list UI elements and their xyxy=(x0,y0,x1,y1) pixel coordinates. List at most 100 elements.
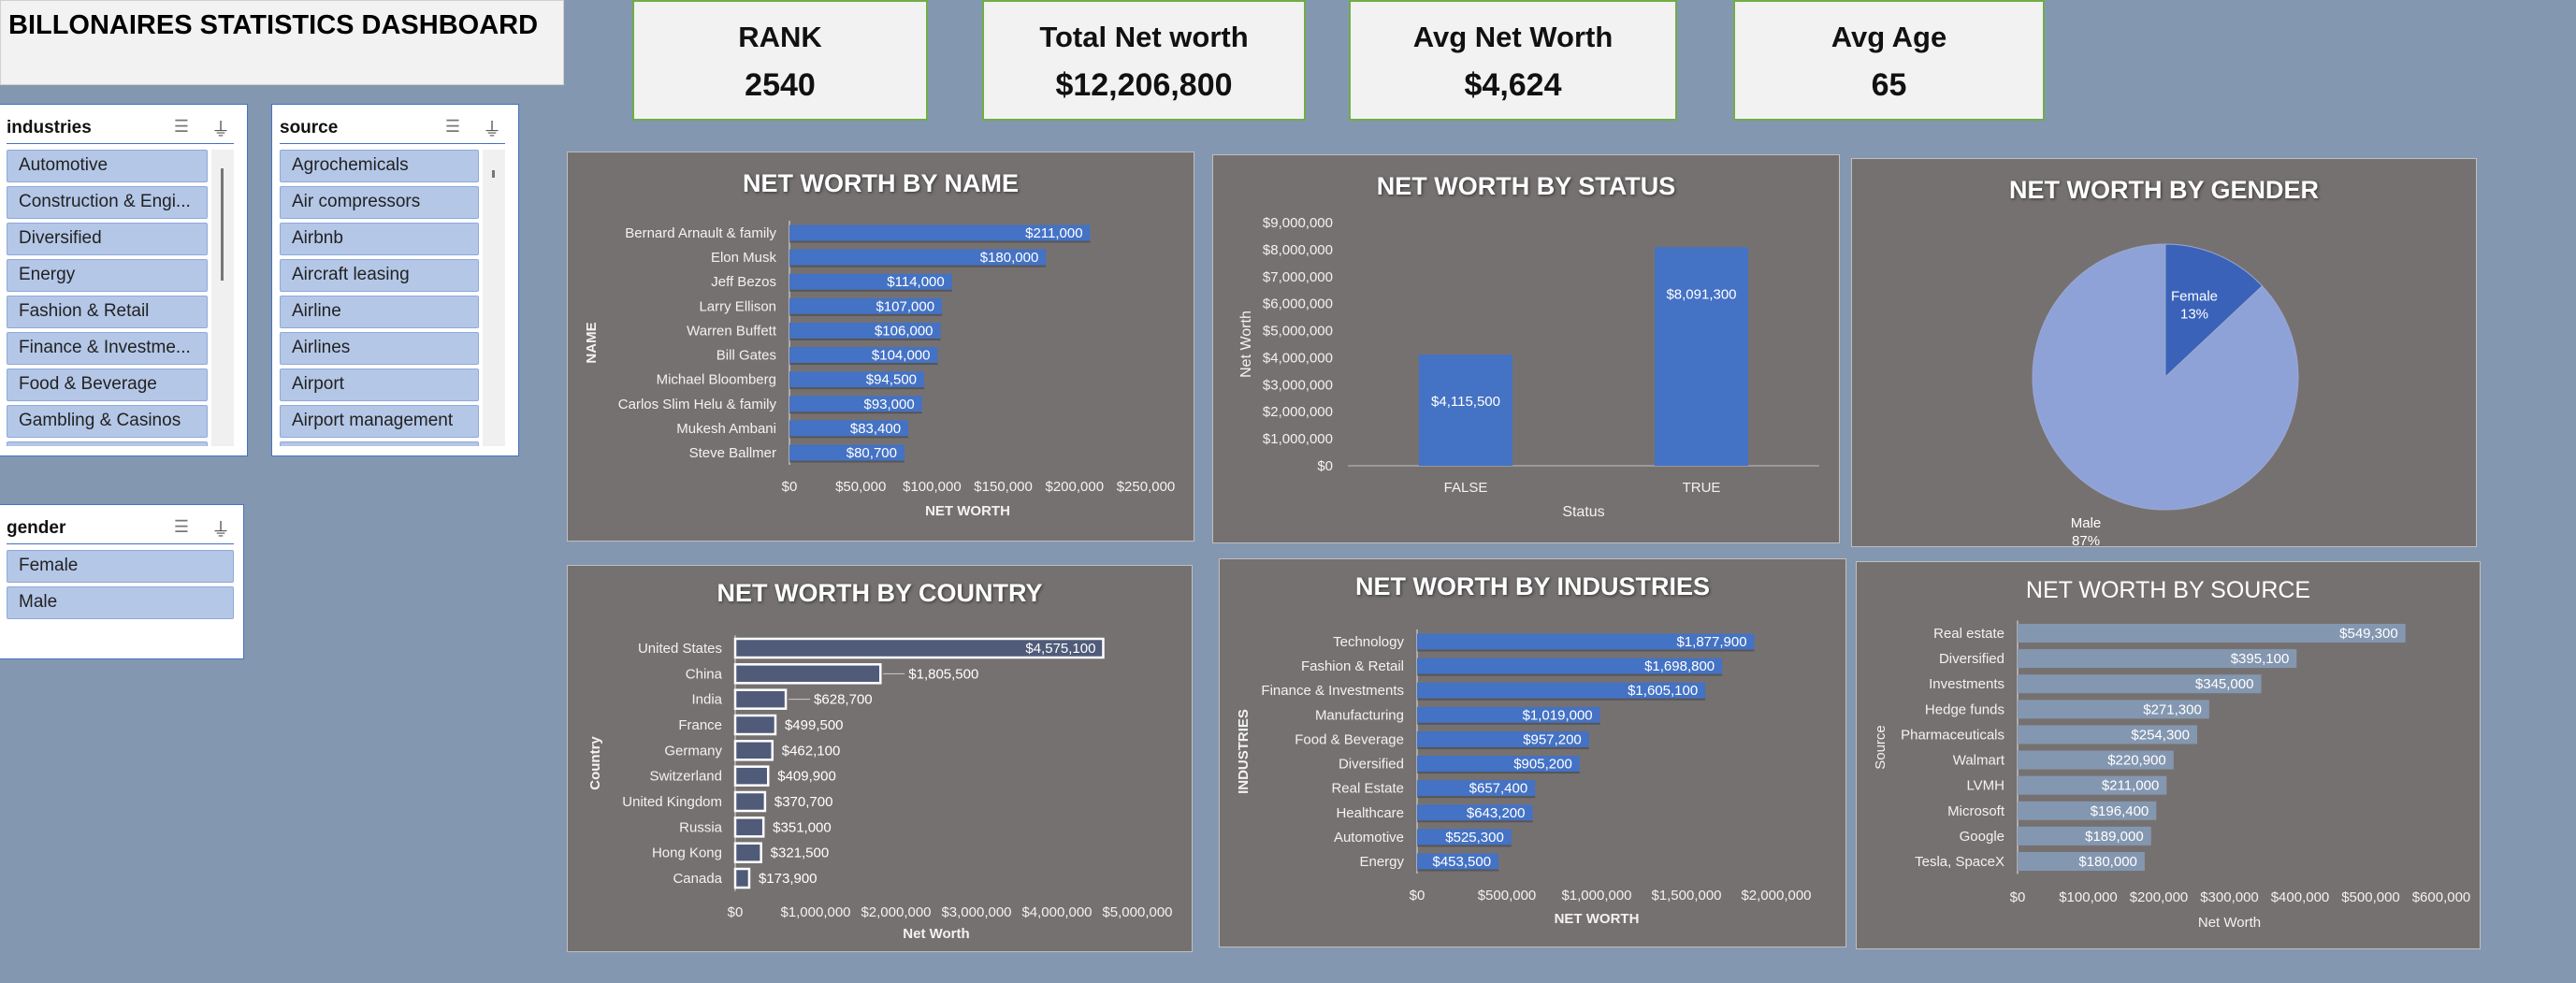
bar[interactable] xyxy=(2018,725,2197,744)
bar[interactable] xyxy=(2018,852,2145,871)
y-axis-title: NAME xyxy=(584,322,600,363)
slicer-item[interactable]: Energy xyxy=(7,259,208,292)
bar[interactable] xyxy=(733,663,882,685)
chart-title: NET WORTH BY GENDER xyxy=(2008,176,2319,204)
bar[interactable] xyxy=(789,224,1091,241)
bar[interactable] xyxy=(789,444,904,461)
bar[interactable] xyxy=(1655,247,1748,466)
slicer-item[interactable]: Airlines xyxy=(280,332,479,365)
bar[interactable] xyxy=(789,322,941,339)
bar[interactable] xyxy=(2018,649,2297,669)
bar[interactable] xyxy=(1417,853,1499,870)
bar[interactable] xyxy=(733,790,767,813)
bar[interactable] xyxy=(1417,682,1706,699)
y-tick-label: $7,000,000 xyxy=(1263,269,1333,285)
scrollbar[interactable] xyxy=(483,150,505,446)
bar[interactable] xyxy=(733,740,774,761)
bar[interactable] xyxy=(2018,826,2151,846)
bar[interactable] xyxy=(733,714,777,736)
bar[interactable] xyxy=(733,637,1105,659)
bar-shadow xyxy=(789,412,922,414)
slicer-item[interactable]: Diversified xyxy=(7,223,208,255)
category-label: Elon Musk xyxy=(711,250,777,266)
bar[interactable] xyxy=(789,371,925,388)
slicer-item[interactable]: Airport.... xyxy=(280,441,479,446)
bar[interactable] xyxy=(789,420,909,437)
bar[interactable] xyxy=(1417,804,1533,821)
chart-svg: Technology $1,877,900 Fashion & Retail $1,6… xyxy=(1236,629,1812,927)
bar[interactable] xyxy=(789,396,922,412)
chart-title: NET WORTH BY SOURCE xyxy=(2025,577,2311,603)
kpi-value: 65 xyxy=(1871,67,1907,103)
category-label: Mukesh Ambani xyxy=(676,421,776,437)
bar[interactable] xyxy=(789,249,1047,266)
data-label: $80,700 xyxy=(847,445,897,461)
slicer-item[interactable]: Food & Beverage xyxy=(7,369,208,401)
bar[interactable] xyxy=(1417,756,1580,773)
bar[interactable] xyxy=(789,297,943,314)
bar[interactable] xyxy=(2018,801,2157,820)
slicer-item[interactable]: Gambling & Casinos xyxy=(7,405,208,438)
dashboard-title: BILLONAIRES STATISTICS DASHBOARD xyxy=(8,10,539,40)
bar[interactable] xyxy=(2018,750,2174,770)
slicer-item[interactable]: Air compressors xyxy=(280,186,479,219)
bar[interactable] xyxy=(733,817,765,838)
bar[interactable] xyxy=(1417,633,1755,650)
slicer-item[interactable]: Agrochemicals xyxy=(280,150,479,182)
slicer-item[interactable]: Healthcare xyxy=(7,441,208,446)
pie-slice[interactable] xyxy=(2164,243,2264,379)
kpi-value: $4,624 xyxy=(1464,67,1562,103)
slicer-item[interactable]: Airport management xyxy=(280,405,479,438)
bar[interactable] xyxy=(789,273,952,290)
bar[interactable] xyxy=(1417,706,1600,723)
data-label: $114,000 xyxy=(887,274,944,290)
bar[interactable] xyxy=(2018,624,2406,643)
kpi-label: Avg Net Worth xyxy=(1412,21,1614,53)
bar[interactable] xyxy=(2018,775,2167,795)
slicer-item[interactable]: Female xyxy=(7,550,234,583)
bar[interactable] xyxy=(1417,829,1512,846)
y-axis-title: INDUSTRIES xyxy=(1236,709,1252,794)
bar-shadow xyxy=(1417,869,1499,872)
slicer-item[interactable]: Aircraft leasing xyxy=(280,259,479,292)
multi-select-icon[interactable]: ☰ xyxy=(444,117,460,136)
slicer-item[interactable]: Airline xyxy=(280,296,479,328)
slicer-item[interactable]: Construction & Engi... xyxy=(7,186,208,219)
bar[interactable] xyxy=(733,842,762,863)
chart-svg: Female 13% Male 87% xyxy=(2032,243,2299,546)
bar[interactable] xyxy=(733,765,770,787)
pie-slice[interactable] xyxy=(2032,243,2299,511)
clear-filter-icon[interactable]: ⏚ xyxy=(483,120,501,140)
multi-select-icon[interactable]: ☰ xyxy=(173,517,189,536)
bar[interactable] xyxy=(2018,700,2209,719)
category-label: Carlos Slim Helu & family xyxy=(618,397,777,412)
bar[interactable] xyxy=(789,347,938,364)
category-label: Real estate xyxy=(1933,626,2004,642)
slicer-item[interactable]: Finance & Investme... xyxy=(7,332,208,365)
multi-select-icon[interactable]: ☰ xyxy=(173,117,189,136)
slicer-item[interactable]: Male xyxy=(7,586,234,619)
y-axis-title: Country xyxy=(587,736,603,790)
slicer-item[interactable]: Automotive xyxy=(7,150,208,182)
x-tick-label: $0 xyxy=(1410,888,1425,903)
bar[interactable] xyxy=(1419,354,1512,466)
bar[interactable] xyxy=(1417,658,1723,674)
bar[interactable] xyxy=(733,867,751,889)
data-label: $4,115,500 xyxy=(1431,394,1500,410)
slicer-title: industries xyxy=(7,118,92,137)
x-tick-label: $0 xyxy=(2010,889,2026,905)
bar[interactable] xyxy=(2018,674,2262,694)
clear-filter-icon[interactable]: ⏚ xyxy=(211,120,230,140)
slicer-item[interactable]: Airbnb xyxy=(280,223,479,255)
category-label: India xyxy=(691,692,722,708)
bar-shadow xyxy=(1417,673,1723,676)
bar[interactable] xyxy=(733,688,788,710)
clear-filter-icon[interactable]: ⏚ xyxy=(211,520,230,541)
slicer-item[interactable]: Airport xyxy=(280,369,479,401)
slicer-item[interactable]: Fashion & Retail xyxy=(7,296,208,328)
bar[interactable] xyxy=(1417,730,1589,747)
bar-shadow xyxy=(789,313,943,316)
bar[interactable] xyxy=(1417,780,1536,797)
category-label: Healthcare xyxy=(1336,805,1404,821)
scrollbar[interactable] xyxy=(211,150,234,446)
